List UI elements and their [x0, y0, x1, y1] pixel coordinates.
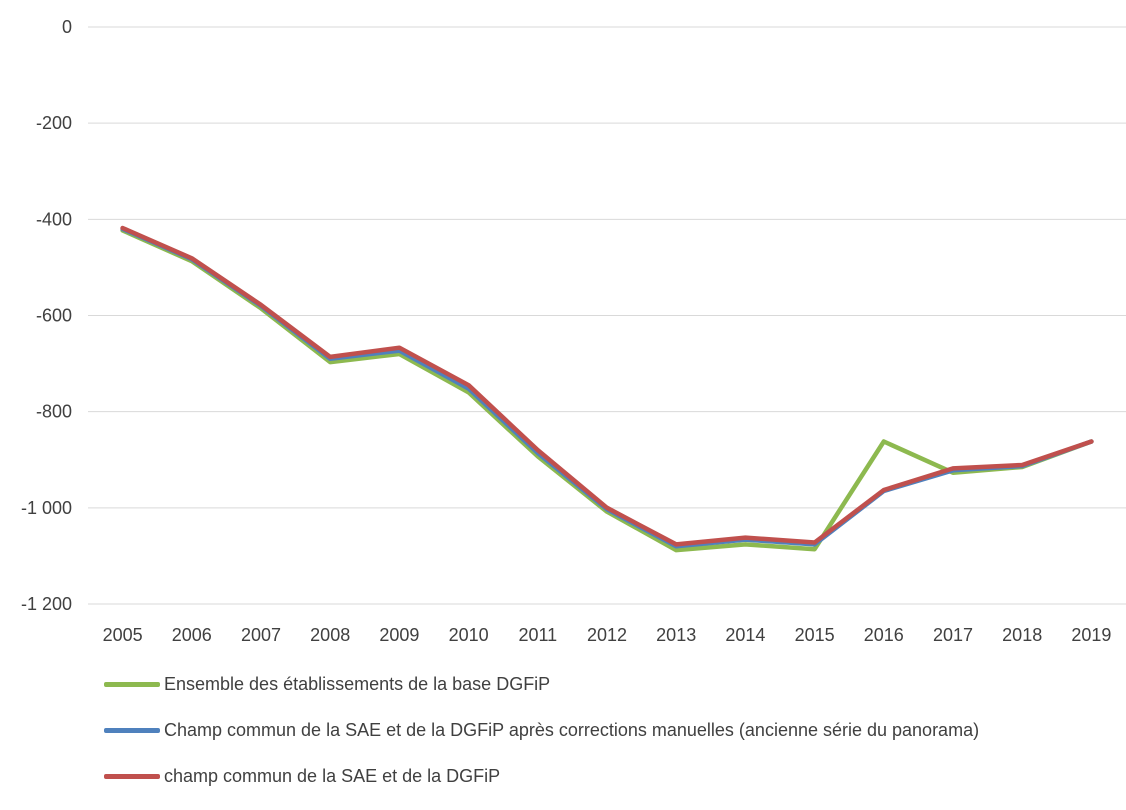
x-tick-label: 2007: [241, 625, 281, 645]
x-tick-label: 2011: [518, 625, 557, 645]
x-tick-label: 2019: [1071, 625, 1111, 645]
x-tick-label: 2015: [795, 625, 835, 645]
series-line-0: [120, 228, 1094, 553]
y-tick-label: -800: [36, 402, 72, 422]
x-tick-label: 2006: [172, 625, 212, 645]
x-axis-tick-labels: 2005 2006 2007 2008 2009 2010 2011 2012 2013 2014…: [103, 625, 1112, 645]
x-tick-label: 2016: [864, 625, 904, 645]
x-tick-label: 2017: [933, 625, 973, 645]
x-tick-label: 2008: [310, 625, 350, 645]
legend-label-ensemble: Ensemble des établissements de la base D…: [164, 673, 551, 694]
y-tick-label: -600: [36, 306, 72, 326]
x-tick-label: 2013: [656, 625, 696, 645]
line-chart: 0-200-400-600-800-1 000-1 200 2005 2006 20…: [21, 17, 1126, 645]
legend: Ensemble des établissements de la base D…: [104, 672, 979, 810]
x-tick-label: 2012: [587, 625, 627, 645]
x-tick-label: 2018: [1002, 625, 1042, 645]
y-tick-label: -1 200: [21, 594, 72, 614]
legend-item-champ-commun: champ commun de la SAE et de la DGFiP: [104, 764, 979, 788]
legend-item-champ-commun-corrige: Champ commun de la SAE et de la DGFiP ap…: [104, 718, 979, 742]
legend-item-ensemble: Ensemble des établissements de la base D…: [104, 672, 979, 696]
y-axis-tick-labels: 0 -200 -400 -600 -800 -1 000 -1 200: [21, 17, 72, 614]
legend-swatch-champ-commun: [104, 773, 160, 779]
x-tick-label: 2010: [449, 625, 489, 645]
x-tick-label: 2005: [103, 625, 143, 645]
y-tick-label: -400: [36, 209, 72, 229]
series-line-2: [120, 225, 1094, 547]
x-tick-label: 2014: [725, 625, 765, 645]
legend-label-champ-commun-corrige: Champ commun de la SAE et de la DGFiP ap…: [164, 719, 980, 740]
y-tick-label: -1 000: [21, 498, 72, 518]
series-line-1: [120, 226, 1094, 549]
y-tick-label: 0: [62, 17, 72, 37]
legend-swatch-ensemble: [104, 681, 160, 687]
legend-swatch-champ-commun-corrige: [104, 727, 160, 733]
legend-label-champ-commun: champ commun de la SAE et de la DGFiP: [164, 765, 501, 786]
gridlines: [88, 26, 1126, 605]
y-tick-label: -200: [36, 113, 72, 133]
series-lines: [120, 225, 1094, 553]
x-tick-label: 2009: [379, 625, 419, 645]
